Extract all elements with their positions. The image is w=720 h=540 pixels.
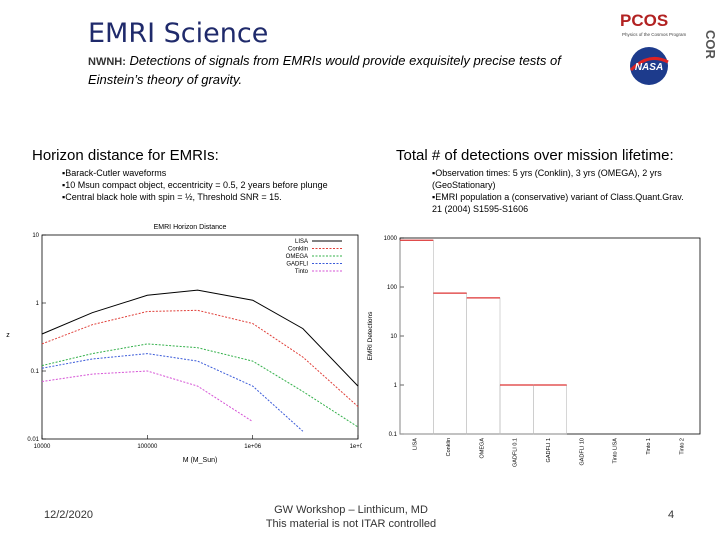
det-category-label: Tinto 1	[646, 438, 652, 455]
left-bullet-3: ▪Central black hole with spin = ½, Thres…	[62, 192, 282, 202]
det-category-label: GADFLI 1	[546, 438, 552, 462]
det-ytick-label: 10	[390, 334, 397, 340]
detections-plot-frame	[399, 237, 701, 435]
horizon-ylabel: z	[6, 332, 10, 339]
subtitle-body: Detections of signals from EMRIs would p…	[88, 53, 561, 87]
horizon-series-omega	[41, 343, 359, 428]
nasa-meatball-icon	[630, 47, 668, 85]
footer-center: GW Workshop – Linthicum, MD This materia…	[240, 503, 462, 531]
horizon-plot-frame	[41, 234, 359, 440]
right-bullet-1: ▪Observation times: 5 yrs (Conklin), 3 y…	[432, 168, 662, 190]
footer-line-1: GW Workshop – Linthicum, MD	[274, 504, 428, 516]
det-ytick-label: 1	[394, 383, 398, 389]
page-number: 4	[668, 509, 675, 521]
left-heading: Horizon distance for EMRIs:	[32, 147, 219, 164]
det-category-label: LISA	[413, 438, 419, 450]
horizon-ytick-label: 1	[36, 301, 40, 307]
horizon-series-tinto	[41, 370, 253, 423]
det-ytick-label: 0.1	[389, 432, 398, 438]
horizon-ytick-label: 10	[32, 233, 39, 239]
left-bullet-1: ▪Barack-Cutler waveforms	[62, 168, 167, 178]
horizon-ytick-label: 0.1	[31, 369, 40, 375]
right-heading: Total # of detections over mission lifet…	[396, 147, 674, 164]
horizon-chart-title: EMRI Horizon Distance	[154, 224, 227, 231]
footer-date: 12/2/2020	[44, 509, 93, 521]
horizon-legend-label: GADFLI	[286, 262, 308, 268]
right-bullets: ▪Observation times: 5 yrs (Conklin), 3 y…	[432, 167, 692, 215]
horizon-legend-label: Conklin	[288, 247, 308, 253]
horizon-legend-label: Tinto	[295, 269, 309, 275]
det-ytick-label: 100	[387, 285, 398, 291]
detections-ylabel: EMRI Detections	[367, 311, 374, 361]
horizon-xlabel: M (M_Sun)	[183, 457, 218, 464]
pcos-nasa-logo: PCOS Physics of the Cosmos Program NASA …	[620, 11, 718, 85]
logo-side-text: COR	[703, 30, 718, 60]
horizon-xtick-label: 100000	[137, 444, 158, 450]
logo-pcos-text: PCOS	[620, 11, 668, 30]
detections-chart: 0.1 1 10 100 1000 LISA Conklin OMEGA GADFLI 0.1…	[367, 236, 701, 467]
det-category-label: OMEGA	[479, 438, 485, 459]
horizon-series-conklin	[41, 309, 359, 407]
det-category-label: GADFLI 0.1	[513, 438, 519, 467]
subtitle-lead: NWNH:	[88, 56, 126, 68]
horizon-series-gadfli	[41, 353, 304, 432]
det-category-label: Conklin	[446, 438, 452, 456]
logo-caption: Physics of the Cosmos Program	[622, 32, 687, 37]
horizon-xtick-label: 1e+06	[244, 444, 262, 450]
det-category-label: GADFLI 10	[579, 438, 585, 466]
logo-nasa-text: NASA	[635, 62, 663, 73]
left-bullet-2: ▪10 Msun compact object, eccentricity = …	[62, 180, 328, 190]
left-bullets: ▪Barack-Cutler waveforms ▪10 Msun compac…	[62, 167, 362, 203]
right-bullet-2: ▪EMRI population a (conservative) varian…	[432, 192, 684, 214]
footer-line-2: This material is not ITAR controlled	[265, 518, 437, 530]
det-category-label: Tinto 2	[679, 438, 685, 455]
det-category-label: Tinto LISA	[613, 438, 619, 464]
horizon-ytick-label: 0.01	[27, 437, 39, 443]
horizon-legend-label: LISA	[295, 239, 308, 245]
det-ytick-label: 1000	[384, 236, 398, 242]
slide-subtitle: NWNH: Detections of signals from EMRIs w…	[88, 52, 608, 89]
horizon-xtick-label: 10000	[34, 444, 51, 450]
horizon-xtick-label: 1e+07	[350, 444, 362, 450]
horizon-series-lisa	[41, 289, 359, 387]
horizon-legend-label: OMEGA	[286, 254, 308, 260]
slide-title: EMRI Science	[88, 18, 269, 49]
horizon-distance-chart: EMRI Horizon Distance 10000 100000 1e+06 1e…	[6, 224, 362, 464]
